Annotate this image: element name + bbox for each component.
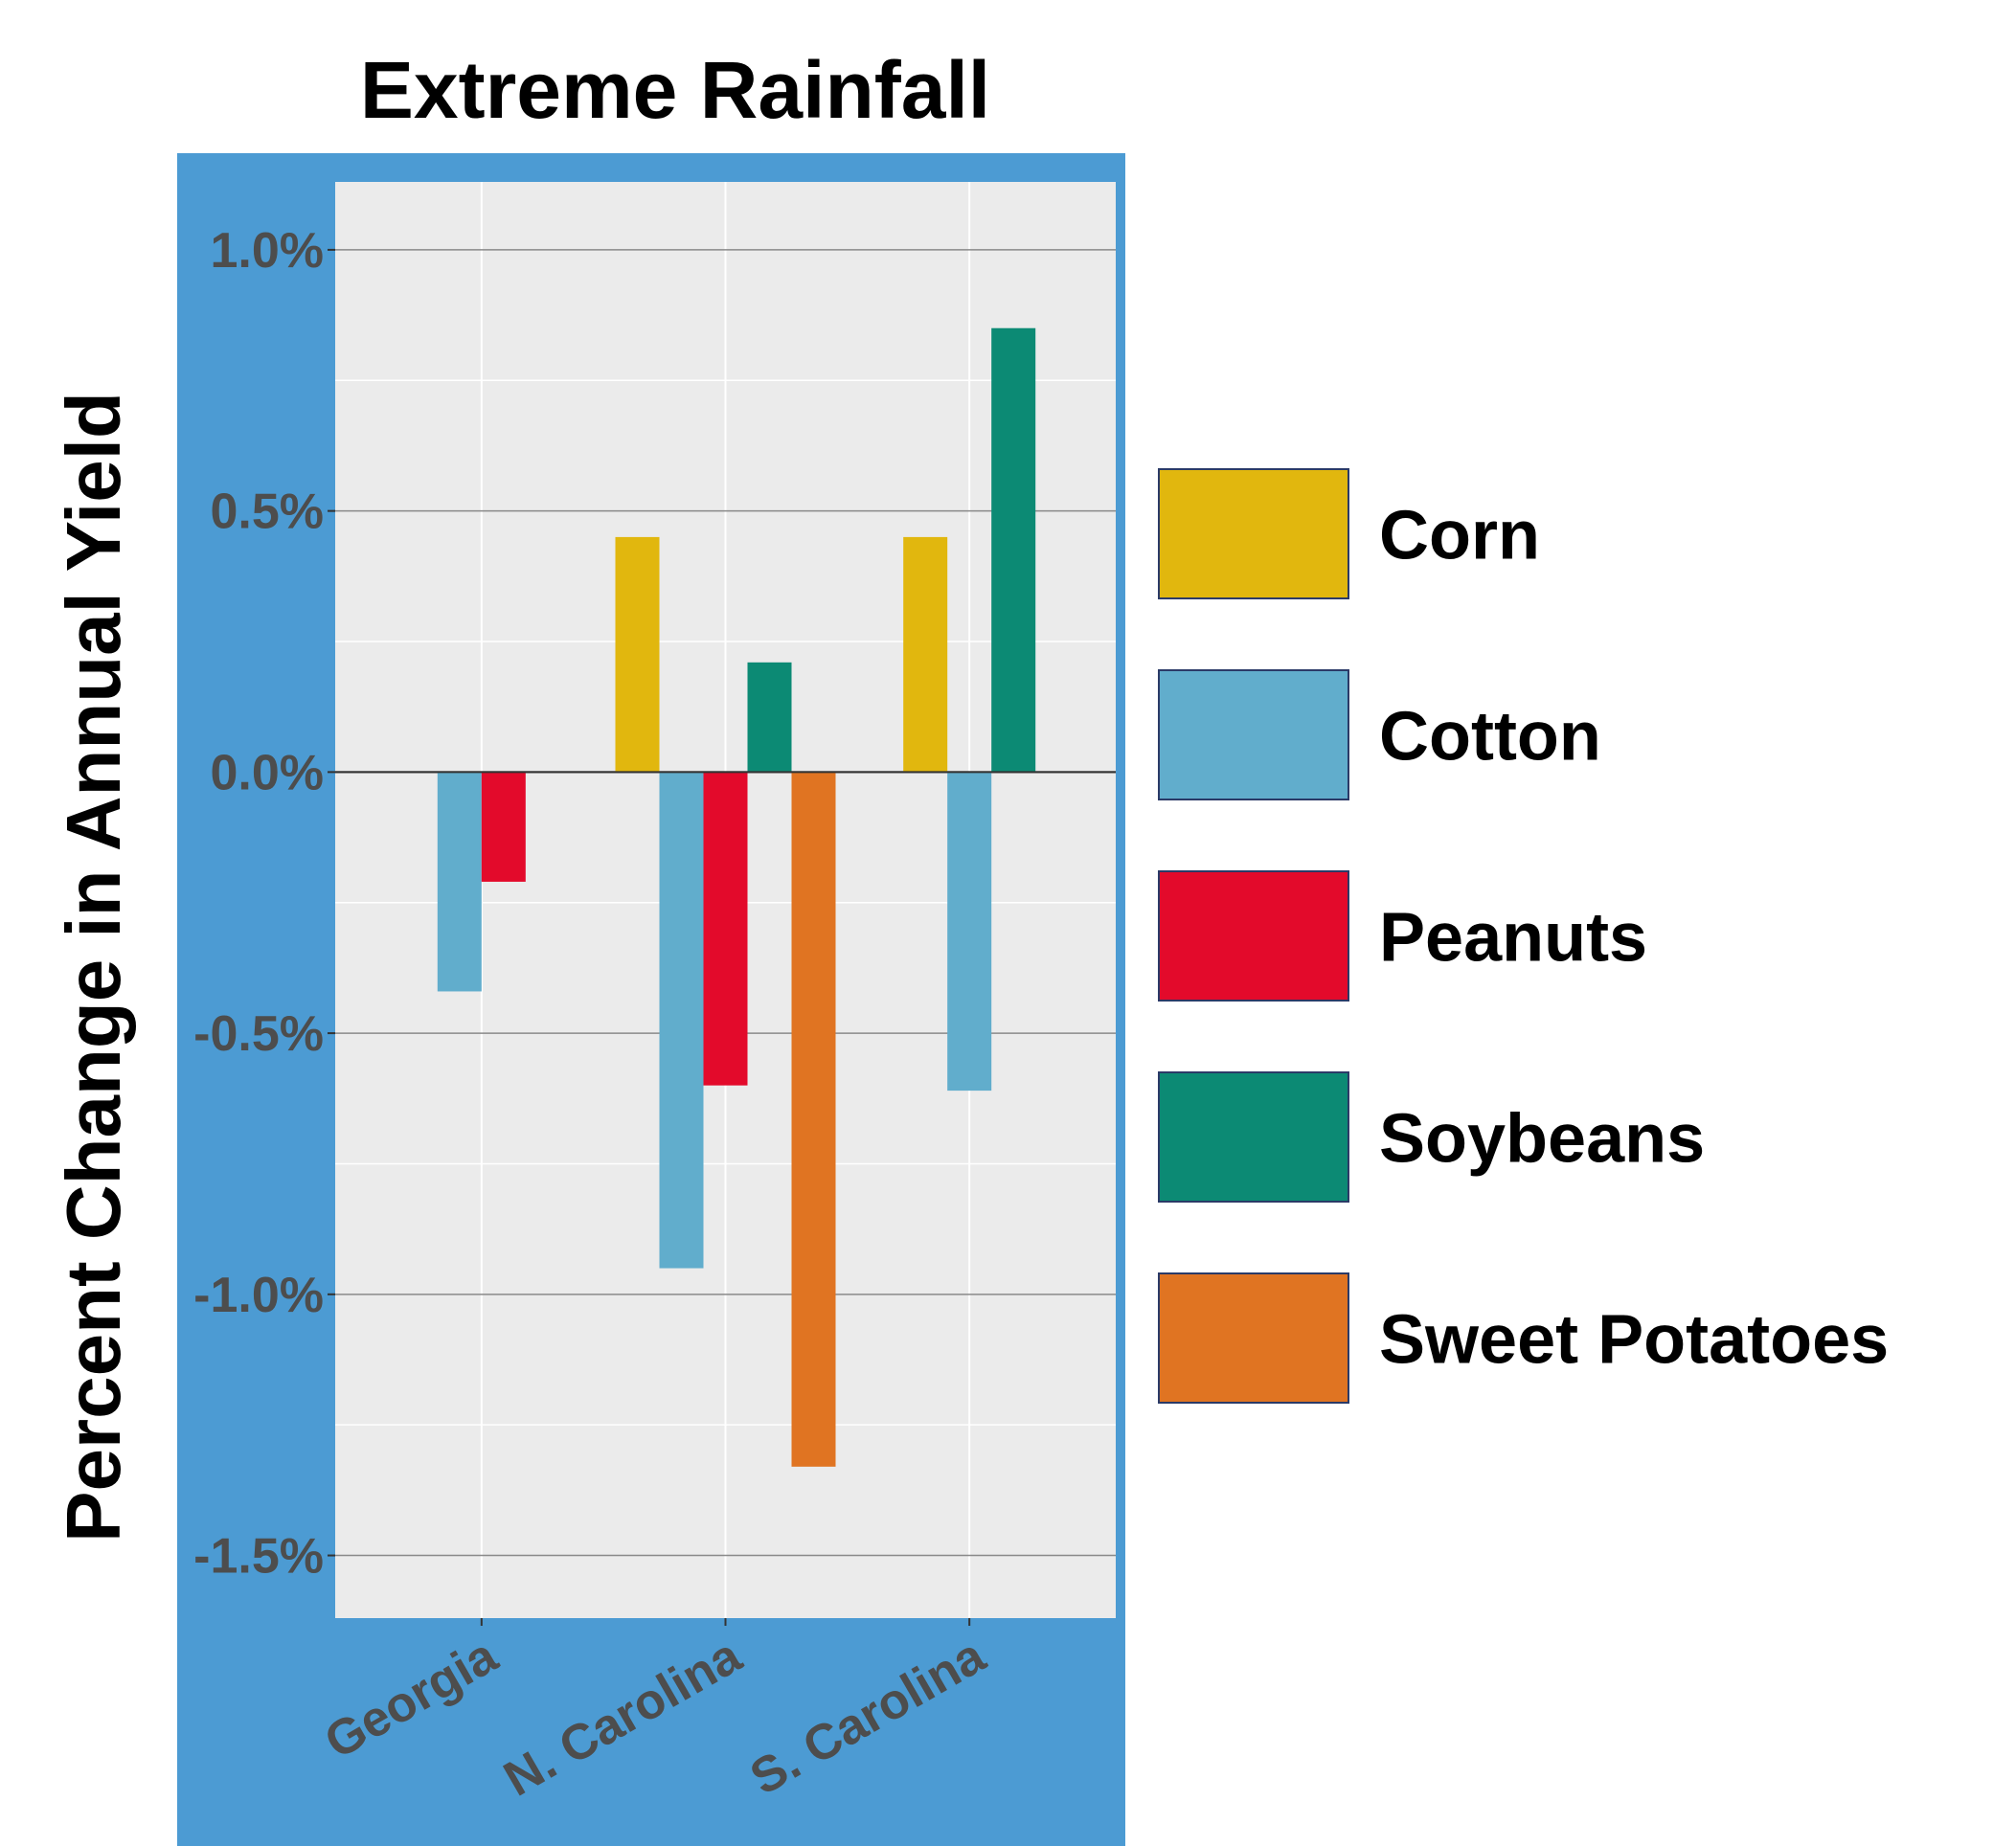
bar-corn-s-carolina (903, 536, 948, 773)
bar-corn-n-carolina (615, 536, 660, 773)
bar-peanuts-n-carolina (703, 772, 748, 1086)
legend: Corn Cotton Peanuts Soybeans Sweet Potatoes (1158, 468, 1889, 1404)
chart-title: Extreme Rainfall (360, 45, 990, 135)
legend-label-corn: Corn (1379, 498, 1540, 574)
legend-swatch-peanuts (1158, 870, 1349, 1002)
y-tick-label: 0.0% (210, 745, 324, 800)
legend-swatch-corn (1158, 468, 1349, 599)
y-tick-label: -0.5% (193, 1006, 324, 1062)
y-tick-label: 0.5% (210, 484, 324, 540)
y-axis-ticks: 1.0% 0.5% 0.0% -0.5% -1.0% -1.5% (193, 223, 335, 1585)
bar-soybeans-s-carolina (991, 327, 1036, 773)
y-tick-label: 1.0% (210, 223, 324, 279)
y-tick-label: -1.0% (193, 1268, 324, 1323)
legend-label-peanuts: Peanuts (1379, 900, 1647, 977)
bars (335, 327, 1116, 1467)
legend-swatch-sweet-potatoes (1158, 1272, 1349, 1404)
legend-label-soybeans: Soybeans (1379, 1101, 1705, 1178)
bar-cotton-n-carolina (659, 772, 704, 1269)
bar-soybeans-n-carolina (747, 662, 792, 773)
bar-peanuts-georgia (481, 772, 526, 882)
y-axis-label: Percent Change in Annual Yield (51, 392, 136, 1542)
legend-label-cotton: Cotton (1379, 699, 1601, 776)
y-tick-label: -1.5% (193, 1529, 324, 1585)
legend-swatch-cotton (1158, 669, 1349, 800)
bar-cotton-s-carolina (947, 772, 992, 1092)
bar-sweet-potatoes-n-carolina (791, 772, 836, 1467)
legend-label-sweet-potatoes: Sweet Potatoes (1379, 1302, 1889, 1379)
legend-swatch-soybeans (1158, 1071, 1349, 1203)
bar-cotton-georgia (437, 772, 482, 992)
